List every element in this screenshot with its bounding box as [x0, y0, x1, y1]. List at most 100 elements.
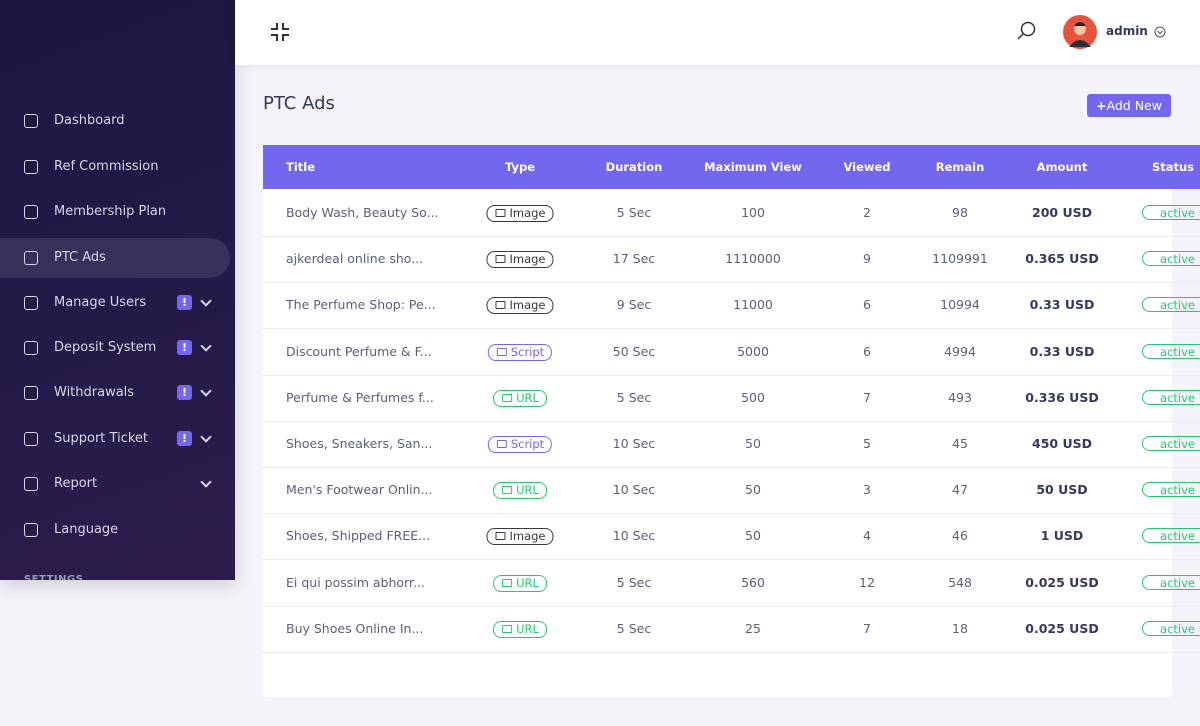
column-header: Remain	[935, 160, 985, 174]
menu-icon	[24, 341, 38, 355]
table-cell: 100	[741, 205, 765, 220]
type-label: Script	[510, 437, 545, 451]
menu-icon	[24, 477, 38, 491]
avatar[interactable]	[1063, 15, 1097, 49]
menu-item[interactable]: Language	[0, 510, 230, 550]
type-label: Image	[509, 206, 546, 220]
menu-icon	[24, 296, 38, 310]
status-badge: active	[1142, 251, 1200, 267]
table-cell: 12	[859, 574, 875, 590]
menu-chevron	[200, 295, 212, 307]
type-badge: URL	[493, 620, 547, 638]
table-cell: 0.336 USD	[1025, 389, 1099, 405]
menu-label: PTC Ads	[54, 250, 106, 265]
type-label: Script	[510, 344, 545, 359]
menu-item[interactable]: Ref Commission	[0, 147, 230, 187]
table-cell: 493	[948, 389, 972, 405]
table-header: Title Type Duration Maximum View Viewed Remai…	[263, 145, 1200, 189]
status-badge: active	[1142, 205, 1200, 220]
table-cell: 0.025 USD	[1025, 574, 1099, 590]
table-cell: 10994	[940, 297, 980, 313]
menu-item[interactable]: Support Ticket!	[0, 419, 230, 459]
table-cell: 17 Sec	[612, 251, 656, 267]
menu-icon	[24, 160, 38, 174]
type-badge: URL	[493, 482, 547, 500]
menu-label: Report	[54, 476, 98, 491]
type-icon	[495, 255, 506, 264]
type-icon	[502, 393, 513, 402]
menu-item[interactable]: Dashboard	[0, 101, 230, 141]
table-row: Buy Shoes Online In... URL 5 Sec 25 7 18 0.025…	[263, 606, 1200, 653]
menu-label: Manage Users	[54, 295, 147, 310]
column-header: Status	[1151, 160, 1195, 174]
type-badge: Image	[486, 205, 554, 222]
table-cell: 5 Sec	[616, 620, 652, 636]
table-cell: 560	[741, 574, 765, 590]
menu-item[interactable]: Manage Users!	[0, 283, 230, 323]
menu-item[interactable]: Report	[0, 464, 230, 504]
ad-title: Ei qui possim abhorr...	[286, 574, 425, 590]
table-cell: 50 USD	[1036, 482, 1088, 498]
type-icon	[502, 486, 513, 495]
table-cell: 9 Sec	[616, 297, 652, 313]
table-cell: 45	[952, 436, 968, 451]
table-row: Body Wash, Beauty So... Image 5 Sec 100 2 98 2…	[263, 190, 1200, 237]
menu-chevron	[200, 476, 212, 488]
table-cell: 50	[745, 436, 761, 451]
ad-title: Body Wash, Beauty So...	[286, 205, 439, 220]
table-cell: 6	[863, 297, 871, 313]
table-cell: 1 USD	[1040, 528, 1084, 544]
table-cell: 9	[863, 251, 871, 267]
type-icon	[502, 578, 513, 587]
sidebar: Dashboard Ref Commission Membership Plan PT…	[0, 0, 235, 580]
column-header: Duration	[605, 160, 663, 174]
menu-label: Deposit System	[54, 340, 157, 355]
type-label: URL	[516, 390, 539, 405]
top-bar: admin	[235, 0, 1200, 65]
table-row: Discount Perfume & F... Script 50 Sec 5000 6…	[263, 329, 1200, 376]
table-cell: 98	[952, 205, 968, 220]
ad-title: ajkerdeal online sho...	[286, 251, 424, 267]
table-cell: 10 Sec	[612, 528, 656, 544]
status-badge: active	[1142, 343, 1200, 359]
table-cell: 7	[863, 389, 871, 405]
menu-item[interactable]: Membership Plan	[0, 192, 230, 232]
menu-item[interactable]: PTC Ads	[0, 238, 230, 278]
menu-label: Withdrawals	[54, 385, 135, 400]
menu-item[interactable]: Deposit System!	[0, 328, 230, 368]
table-cell: 10 Sec	[612, 436, 656, 451]
table-cell: 200 USD	[1032, 205, 1092, 220]
column-header: Title	[286, 160, 316, 174]
table-row: ajkerdeal online sho... Image 17 Sec 111000…	[263, 236, 1200, 284]
search-icon[interactable]	[1017, 21, 1037, 41]
table-row: Ei qui possim abhorr... URL 5 Sec 560 12 548 0…	[263, 560, 1200, 607]
table-cell: 500	[741, 389, 765, 405]
table-cell: 3	[863, 482, 871, 498]
table-row: Perfume & Perfumes f... URL 5 Sec 500 7 493 0.…	[263, 375, 1200, 422]
menu-label: Ref Commission	[54, 159, 159, 174]
type-icon	[496, 347, 507, 356]
type-label: Image	[509, 252, 546, 267]
column-header: Amount	[1036, 160, 1088, 174]
type-badge: Script	[487, 343, 553, 361]
collapse-icon[interactable]	[270, 22, 290, 42]
status-badge: active	[1142, 528, 1200, 544]
menu-icon	[24, 523, 38, 537]
menu-badge: !	[177, 431, 192, 446]
table-row: Men's Footwear Onlin... URL 10 Sec 50 3 47 50 …	[263, 467, 1200, 515]
menu-item[interactable]: Withdrawals!	[0, 373, 230, 413]
type-icon	[495, 532, 506, 541]
table: Title Type Duration Maximum View Viewed Remai…	[263, 145, 1200, 655]
table-cell: 5 Sec	[616, 389, 652, 405]
table-cell: 5000	[737, 343, 769, 359]
add-new-button[interactable]: +Add New	[1087, 94, 1171, 117]
table-cell: 0.025 USD	[1025, 620, 1099, 636]
type-icon	[496, 440, 507, 448]
menu-icon	[24, 251, 38, 265]
user-dropdown-icon[interactable]	[1154, 26, 1166, 38]
user-name[interactable]: admin	[1106, 24, 1148, 38]
table-cell: 0.33 USD	[1029, 343, 1095, 359]
sidebar-section: SETTINGS	[24, 574, 84, 580]
table-cell: 11000	[733, 297, 773, 313]
